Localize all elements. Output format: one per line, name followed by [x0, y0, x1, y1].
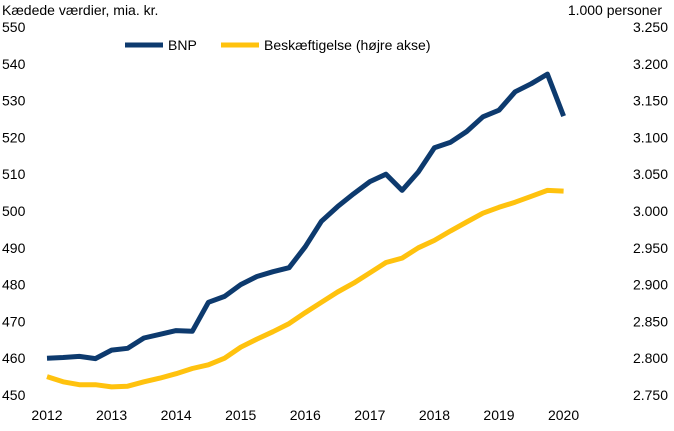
- left-y-tick-label: 500: [2, 203, 26, 219]
- x-tick-label: 2020: [548, 407, 579, 423]
- legend-label: BNP: [168, 37, 197, 53]
- x-tick-label: 2016: [290, 407, 321, 423]
- x-tick-label: 2015: [225, 407, 256, 423]
- series-line-gdp: [46, 71, 566, 362]
- x-tick-label: 2019: [483, 407, 514, 423]
- left-y-tick-label: 460: [2, 350, 26, 366]
- left-y-tick-label: 480: [2, 277, 26, 293]
- right-axis-unit-label: 1.000 personer: [567, 2, 662, 18]
- x-tick-label: 2012: [31, 407, 62, 423]
- legend: BNP Beskæftigelse (højre akse): [125, 37, 431, 53]
- right-y-tick-label: 3.150: [633, 93, 668, 109]
- left-y-tick-label: 530: [2, 93, 26, 109]
- right-y-tick-label: 3.250: [633, 19, 668, 35]
- x-tick-label: 2018: [419, 407, 450, 423]
- left-y-tick-label: 510: [2, 166, 26, 182]
- left-y-tick-label: 540: [2, 56, 26, 72]
- right-y-axis-ticks: 2.750 2.800 2.850 2.900 2.950 3.000 3.050 3.100…: [633, 19, 668, 403]
- right-y-tick-label: 2.950: [633, 240, 668, 256]
- right-y-tick-label: 2.900: [633, 277, 668, 293]
- left-y-tick-label: 550: [2, 19, 26, 35]
- x-tick-label: 2017: [354, 407, 385, 423]
- x-axis-ticks: 2012 2013 2014 2015 2016 2017 2018 2019 2020: [31, 407, 579, 423]
- right-y-tick-label: 2.850: [633, 313, 668, 329]
- left-axis-unit-label: Kædede værdier, mia. kr.: [2, 2, 159, 18]
- right-y-tick-label: 2.750: [633, 387, 668, 403]
- right-y-tick-label: 3.200: [633, 56, 668, 72]
- right-y-tick-label: 3.100: [633, 129, 668, 145]
- left-y-tick-label: 490: [2, 240, 26, 256]
- left-y-tick-label: 520: [2, 129, 26, 145]
- left-y-axis-ticks: 450 460 470 480 490 500 510 520 530 540 550: [2, 19, 26, 403]
- series-lines: [46, 71, 566, 390]
- x-tick-label: 2013: [96, 407, 127, 423]
- left-y-tick-label: 470: [2, 313, 26, 329]
- left-y-tick-label: 450: [2, 387, 26, 403]
- x-tick-label: 2014: [161, 407, 192, 423]
- right-y-tick-label: 3.050: [633, 166, 668, 182]
- legend-label: Beskæftigelse (højre akse): [264, 37, 431, 53]
- series-line-employment: [46, 187, 564, 390]
- right-y-tick-label: 2.800: [633, 350, 668, 366]
- right-y-tick-label: 3.000: [633, 203, 668, 219]
